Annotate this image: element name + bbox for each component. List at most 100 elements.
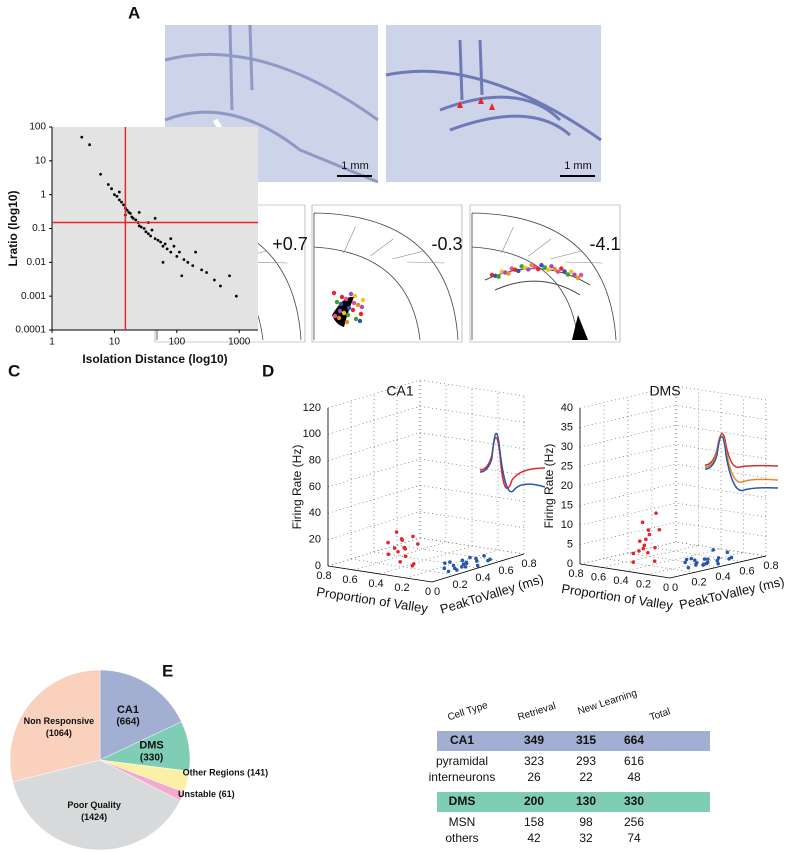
section-outline — [313, 212, 459, 341]
grid-line — [327, 432, 421, 461]
x-tick-label: 10 — [109, 337, 121, 348]
slice-name: Unstable — [178, 789, 216, 799]
z-tick-label: 10 — [561, 519, 573, 531]
electrode-site — [578, 272, 584, 278]
point — [80, 135, 84, 139]
point — [161, 244, 165, 248]
z-tick-label: 25 — [561, 460, 573, 472]
point — [448, 560, 452, 564]
point — [153, 216, 157, 220]
electrode-site — [350, 307, 356, 313]
point — [117, 190, 121, 194]
point — [172, 244, 176, 248]
row-name: MSN — [449, 815, 476, 829]
z-tick-label: 20 — [309, 534, 321, 546]
group-name: DMS — [449, 794, 476, 808]
section-coordinate: +0.7 — [272, 234, 308, 254]
z-tick-label: 35 — [561, 421, 573, 433]
cell: 42 — [527, 831, 541, 845]
cell: 256 — [624, 815, 644, 829]
point — [156, 238, 160, 242]
grid-line — [675, 385, 767, 401]
z-axis-label: Firing Rate (Hz) — [290, 445, 304, 530]
point — [117, 198, 121, 202]
y-tick-label: 0.6 — [739, 565, 754, 577]
electrode-site — [526, 267, 531, 272]
z-tick-label: 100 — [303, 428, 321, 440]
electrode-site — [522, 265, 528, 271]
point — [186, 260, 190, 264]
grid-line — [419, 537, 525, 555]
grid-line — [419, 458, 525, 476]
point — [704, 561, 709, 566]
electrode-site — [344, 319, 350, 325]
slice-label: Unstable (61) — [178, 789, 235, 799]
point — [177, 250, 181, 254]
z-tick-label: 40 — [309, 507, 321, 519]
axis — [431, 553, 525, 583]
cell: 48 — [627, 770, 641, 784]
point — [182, 258, 186, 262]
point — [110, 187, 113, 191]
section-outline — [370, 238, 394, 257]
point — [637, 549, 641, 553]
grid-line — [419, 511, 525, 528]
z-tick-label: 0 — [567, 558, 573, 570]
point — [686, 565, 691, 570]
axis — [579, 563, 671, 579]
z-tick-label: 120 — [303, 402, 321, 414]
point — [637, 539, 642, 543]
point — [442, 566, 447, 571]
section-coordinate: -4.1 — [589, 234, 620, 254]
point — [144, 230, 148, 234]
grid-line — [419, 432, 525, 449]
grid-line — [419, 485, 525, 502]
point — [463, 565, 468, 569]
axis — [669, 555, 767, 579]
y-tick-label: 0.01 — [27, 257, 47, 268]
slice-name: DMS — [139, 740, 163, 752]
electrode-site — [332, 313, 338, 319]
point — [205, 271, 208, 274]
section-outline — [501, 226, 514, 254]
section-outline — [311, 204, 463, 343]
cell: 74 — [627, 831, 641, 845]
point — [392, 546, 397, 550]
point — [694, 563, 698, 567]
point — [725, 550, 730, 555]
cell: 32 — [579, 831, 593, 845]
group-row-bg — [437, 792, 710, 812]
point — [403, 554, 408, 559]
cell: 158 — [524, 815, 544, 829]
point — [234, 294, 238, 298]
electrode-site — [341, 310, 347, 316]
electrode-site — [336, 315, 342, 321]
grid-line — [419, 406, 525, 423]
point — [640, 520, 645, 525]
section-outline — [550, 250, 582, 260]
electrode-site — [506, 271, 511, 276]
y-tick-label: 0.4 — [715, 571, 730, 583]
grid-line — [350, 558, 456, 576]
grid-line — [405, 549, 499, 579]
x-tick-label: 100 — [168, 337, 185, 348]
chart-title: CA1 — [386, 383, 413, 399]
grid-line — [579, 522, 677, 545]
point — [727, 557, 731, 561]
point — [386, 540, 390, 545]
grid-line — [602, 545, 699, 568]
panel-label: C — [8, 361, 20, 380]
y-tick-label: 0.2 — [452, 579, 467, 591]
electrode-site — [493, 273, 498, 279]
grid-line — [579, 405, 677, 428]
z-tick-label: 40 — [561, 402, 573, 414]
grid-line — [647, 552, 744, 575]
point — [692, 558, 697, 562]
electrode-site — [346, 305, 352, 311]
panel-label: E — [162, 661, 173, 680]
point — [453, 566, 457, 571]
grid-line — [419, 379, 525, 397]
cell: 330 — [624, 794, 644, 808]
electrode-site — [536, 266, 541, 272]
electrode-site — [351, 300, 357, 306]
